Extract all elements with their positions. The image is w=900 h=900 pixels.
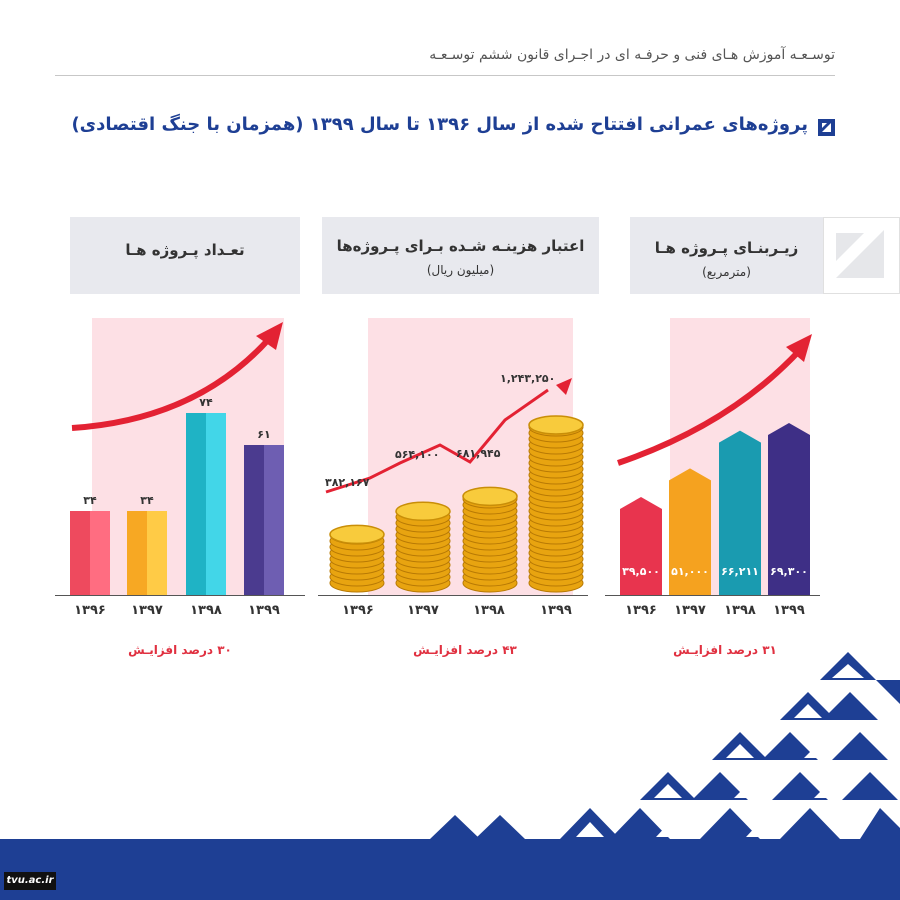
budget-value-label: ۱,۲۴۳,۲۵۰ bbox=[500, 372, 556, 385]
count-panel-header: تعـداد پـروژه هـا bbox=[70, 217, 300, 294]
count-year-label: ۱۳۹۷ bbox=[131, 603, 163, 618]
count-year-label: ۱۳۹۹ bbox=[248, 603, 280, 618]
logo-mark-icon bbox=[818, 119, 835, 136]
area-year-label: ۱۳۹۸ bbox=[724, 603, 756, 618]
count-bar-value: ۳۴ bbox=[83, 494, 97, 508]
page-title: پروژه‌های عمرانی افتتاح شده از سال ۱۳۹۶ … bbox=[71, 114, 808, 135]
header-divider bbox=[55, 75, 835, 76]
budget-panel-subtitle: (میلیون ریال) bbox=[426, 263, 495, 277]
budget-year-label: ۱۳۹۶ bbox=[342, 603, 374, 618]
count-year-label: ۱۳۹۶ bbox=[74, 603, 106, 618]
area-bar bbox=[669, 468, 711, 595]
count-bar-value: ۳۴ bbox=[140, 494, 154, 508]
footer-bar bbox=[0, 839, 900, 900]
area-year-label: ۱۳۹۶ bbox=[625, 603, 657, 618]
budget-chart-baseline bbox=[318, 595, 588, 596]
budget-increase-label: ۴۳ درصد افزایـش bbox=[413, 643, 517, 657]
area-chart-baseline bbox=[605, 595, 820, 596]
budget-arrow-head-icon bbox=[556, 378, 572, 395]
count-chart-baseline bbox=[55, 595, 305, 596]
area-bar bbox=[768, 423, 810, 595]
budget-panel-title: اعتبار هزینـه شـده بـرای پـروژه‌ها bbox=[336, 237, 585, 255]
area-bar bbox=[620, 496, 662, 595]
brand-logo-icon bbox=[836, 230, 884, 278]
count-year-label: ۱۳۹۸ bbox=[190, 603, 222, 618]
area-bar-value: ۶۹,۳۰۰ bbox=[770, 565, 808, 578]
count-increase-label: ۳۰ درصد افزایـش bbox=[128, 643, 232, 657]
budget-value-label: ۶۸۱,۹۴۵ bbox=[456, 447, 501, 460]
budget-series-line bbox=[325, 388, 549, 494]
header-text: توسـعـه آموزش هـای فنی و حرفـه ای در اجـ… bbox=[429, 47, 835, 63]
budget-panel-header: اعتبار هزینـه شـده بـرای پـروژه‌ها (میلی… bbox=[322, 217, 599, 294]
area-year-label: ۱۳۹۹ bbox=[773, 603, 805, 618]
count-panel-title: تعـداد پـروژه هـا bbox=[125, 241, 245, 259]
coin-stack bbox=[329, 524, 385, 593]
area-increase-label: ۳۱ درصد افزایـش bbox=[673, 643, 777, 657]
coin-stack bbox=[462, 486, 518, 593]
count-bar bbox=[70, 511, 110, 595]
area-panel-subtitle: (مترمربع) bbox=[702, 265, 751, 279]
budget-year-label: ۱۳۹۷ bbox=[407, 603, 439, 618]
budget-year-label: ۱۳۹۸ bbox=[473, 603, 505, 618]
area-bar-value: ۳۹,۵۰۰ bbox=[622, 565, 660, 578]
coin-stack bbox=[395, 501, 451, 593]
count-bar bbox=[186, 413, 226, 595]
coin-stack bbox=[528, 415, 584, 593]
footer-site-logo[interactable]: tvu.ac.ir bbox=[4, 872, 56, 890]
area-year-label: ۱۳۹۷ bbox=[674, 603, 706, 618]
count-bar bbox=[244, 444, 284, 595]
count-bar-value: ۶۱ bbox=[257, 427, 271, 441]
area-panel-title: زیـربنـای پـروژه هـا bbox=[654, 239, 799, 257]
area-bar-value: ۵۱,۰۰۰ bbox=[671, 565, 709, 578]
budget-value-label: ۳۸۲,۱۶۷ bbox=[325, 476, 370, 489]
budget-value-label: ۵۶۴,۱۰۰ bbox=[395, 448, 440, 461]
budget-year-label: ۱۳۹۹ bbox=[540, 603, 572, 618]
count-bar-value: ۷۴ bbox=[199, 396, 213, 409]
count-bar bbox=[127, 511, 167, 595]
area-bar-value: ۶۶,۲۱۱ bbox=[721, 565, 759, 578]
area-panel-header: زیـربنـای پـروژه هـا (مترمربع) bbox=[630, 217, 823, 294]
area-bar bbox=[719, 430, 761, 595]
brand-logo-box bbox=[823, 217, 900, 294]
